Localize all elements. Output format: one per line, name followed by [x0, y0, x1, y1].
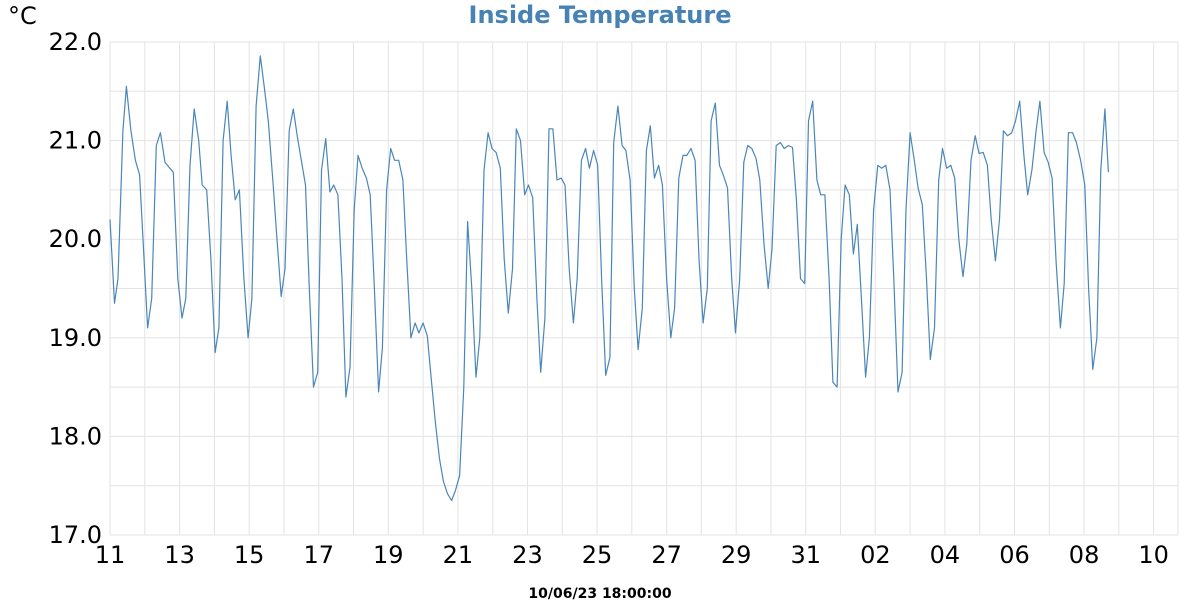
- x-tick-label: 13: [164, 541, 195, 569]
- x-tick-label: 08: [1069, 541, 1100, 569]
- y-tick-label: 17.0: [49, 521, 102, 549]
- x-tick-label: 11: [95, 541, 126, 569]
- x-tick-label: 06: [999, 541, 1030, 569]
- x-axis-ticks: 11 13 15 17 19 21 23 25 27 29 31 02 04 06 08 10: [95, 541, 1169, 569]
- y-axis-ticks: 17.0 18.0 19.0 20.0 21.0 22.0: [49, 28, 102, 549]
- series-line: [109, 55, 1109, 502]
- x-tick-label: 04: [930, 541, 961, 569]
- x-tick-label: 02: [860, 541, 891, 569]
- x-tick-label: 17: [303, 541, 334, 569]
- grid: [109, 41, 1179, 536]
- timestamp-footer: 10/06/23 18:00:00: [528, 586, 671, 600]
- y-tick-label: 19.0: [49, 324, 102, 352]
- x-tick-label: 19: [373, 541, 404, 569]
- x-tick-label: 15: [234, 541, 265, 569]
- x-tick-label: 31: [790, 541, 821, 569]
- x-tick-label: 23: [512, 541, 543, 569]
- y-tick-label: 20.0: [49, 225, 102, 253]
- x-tick-label: 21: [443, 541, 474, 569]
- x-tick-label: 25: [582, 541, 613, 569]
- chart-title: Inside Temperature: [469, 1, 732, 29]
- x-tick-label: 29: [721, 541, 752, 569]
- y-unit-label: °C: [8, 2, 37, 30]
- y-tick-label: 18.0: [49, 422, 102, 450]
- x-tick-label: 27: [651, 541, 682, 569]
- x-tick-label: 10: [1138, 541, 1169, 569]
- y-tick-label: 21.0: [49, 127, 102, 155]
- y-tick-label: 22.0: [49, 28, 102, 56]
